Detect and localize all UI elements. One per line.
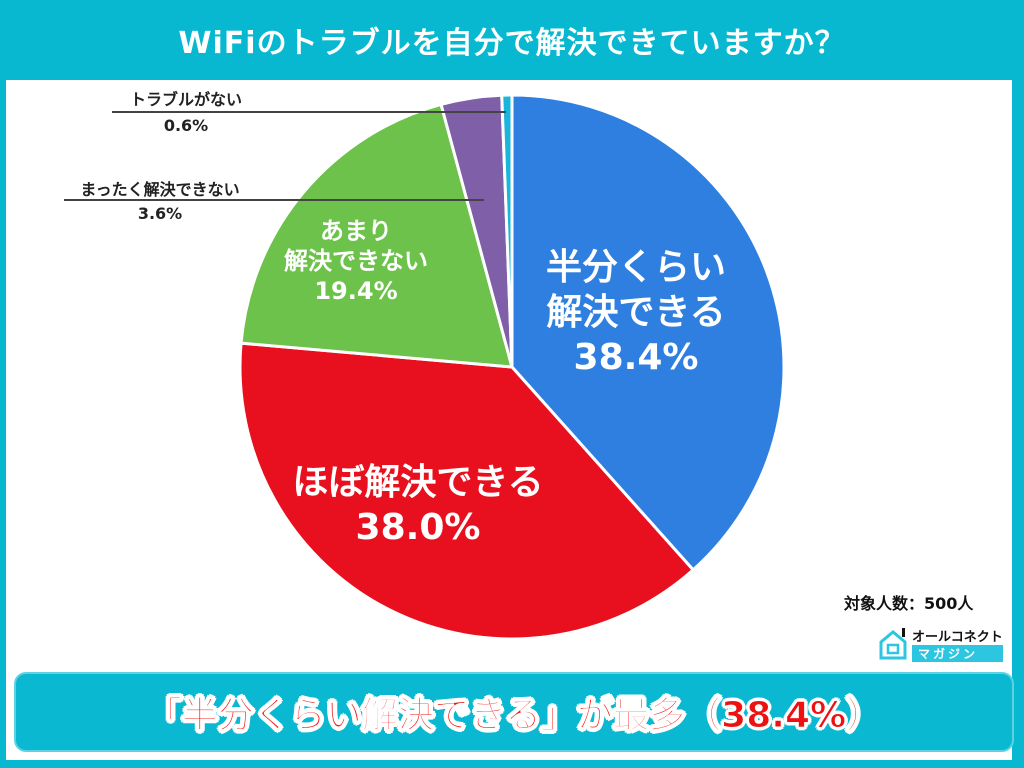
logo-text-top: オールコネクト (912, 630, 1003, 645)
sample-size: 対象人数：500人 (844, 594, 974, 613)
summary-banner: 「半分くらい解決できる」が最多（38.4%） (14, 672, 1014, 752)
label-half-pct: 38.4% (573, 337, 699, 378)
label-rarely-l2: 解決できない (284, 247, 428, 275)
label-almost-l1: ほぼ解決できる (292, 462, 544, 503)
label-never-name: まったく解決できない (80, 180, 240, 199)
house-icon (879, 628, 907, 660)
label-half-l1: 半分くらい (545, 247, 726, 288)
label-rarely: あまり 解決できない 19.4% (256, 216, 456, 306)
label-none-name: トラブルがない (129, 90, 242, 109)
label-almost: ほぼ解決できる 38.0% (268, 460, 568, 550)
label-rarely-pct: 19.4% (314, 277, 398, 305)
label-none: トラブルがない (106, 86, 266, 110)
slice-almost (238, 341, 696, 641)
label-half-l2: 解決できる (546, 292, 726, 333)
slice-half (510, 93, 786, 573)
label-never-pct: 3.6% (137, 204, 183, 223)
label-none-pct: 0.6% (163, 116, 209, 135)
summary-text: 「半分くらい解決できる」が最多（38.4%） (145, 695, 883, 737)
pie-chart (238, 93, 786, 641)
chart-panel: トラブルがない 0.6% まったく解決できない 3.6% 半分くらい 解決できる… (6, 80, 1012, 760)
slice-none (500, 93, 514, 368)
label-almost-pct: 38.0% (355, 507, 481, 548)
brand-logo: オールコネクト マガジン (878, 626, 1003, 662)
leader-line-never (64, 199, 484, 201)
slice-rarely (239, 102, 515, 369)
logo-text-bottom: マガジン (912, 645, 1003, 662)
leader-line-none (112, 111, 506, 113)
label-half: 半分くらい 解決できる 38.4% (526, 245, 746, 380)
chart-title: WiFiのトラブルを自分で解決できていますか？ (178, 26, 846, 61)
label-rarely-l1: あまり (320, 217, 392, 245)
